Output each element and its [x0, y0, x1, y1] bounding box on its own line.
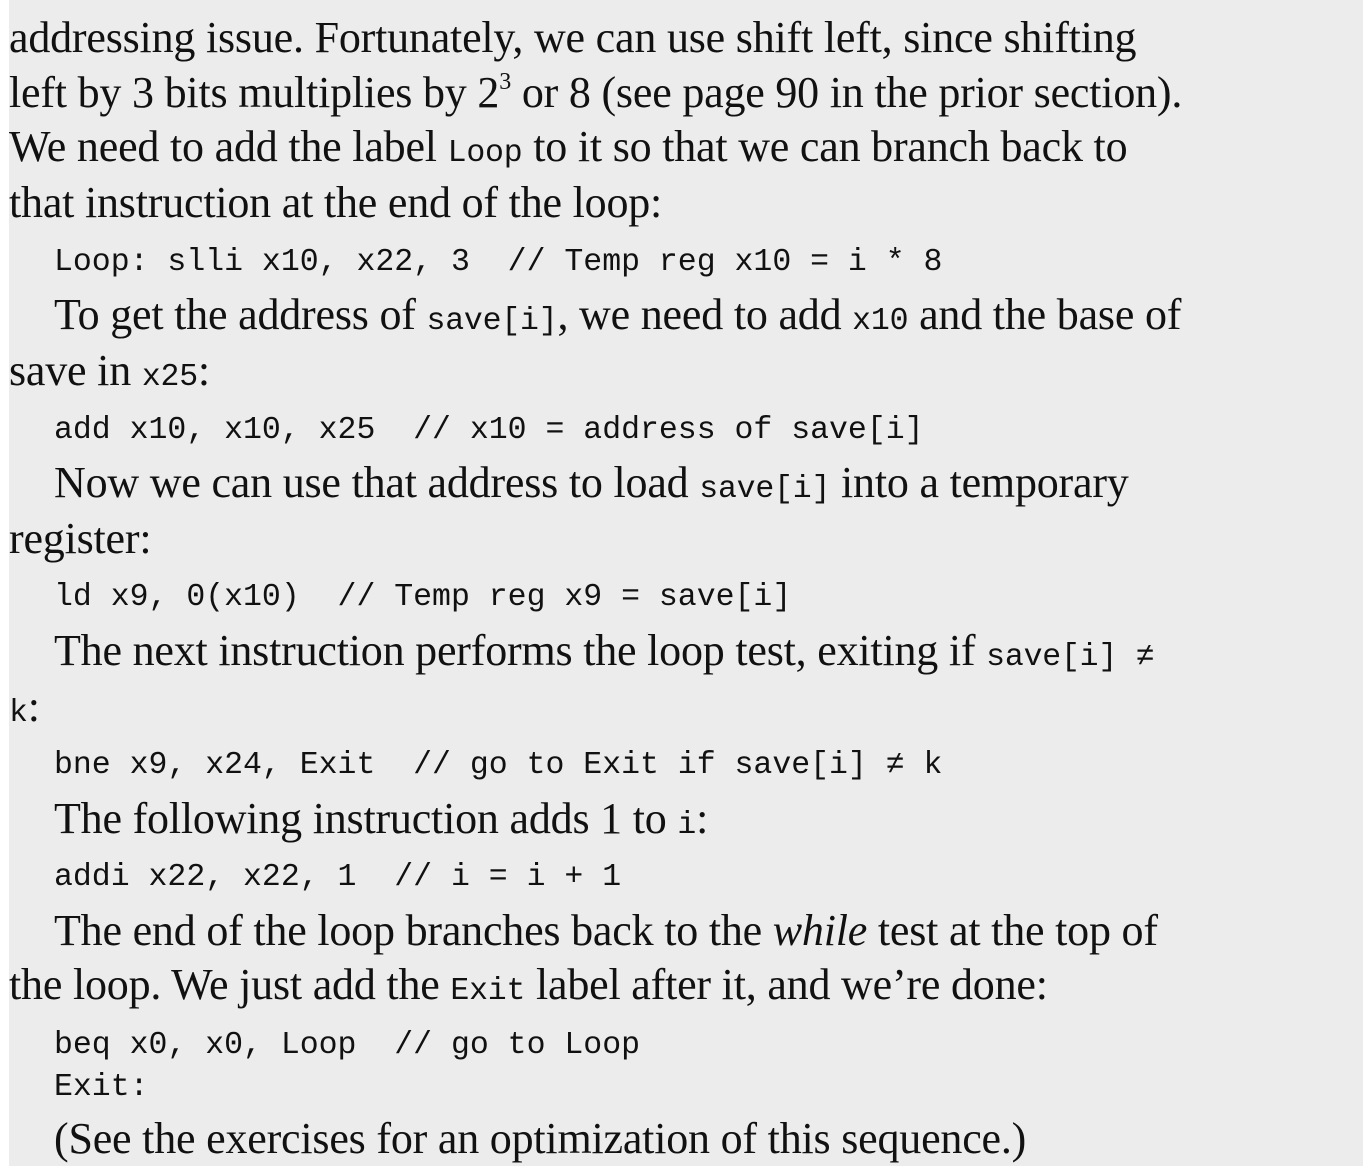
paragraph-line: To get the address of save[i], we need t…: [54, 290, 1181, 347]
text: save in: [9, 346, 142, 395]
text: left by 3 bits multiplies by 2: [9, 68, 500, 117]
inline-code: k: [9, 696, 28, 731]
text: :: [197, 346, 210, 395]
paragraph-line: k:: [9, 682, 40, 739]
text: test at the top of: [867, 906, 1158, 955]
text: that instruction at the end of the loop:: [9, 178, 663, 227]
text: into a temporary: [830, 458, 1129, 507]
superscript: 3: [499, 69, 512, 95]
paragraph-line: the loop. We just add the Exit label aft…: [9, 960, 1048, 1017]
text: To get the address of: [54, 290, 427, 339]
code-line: addi x22, x22, 1 // i = i + 1: [54, 860, 622, 895]
paragraph-line: addressing issue. Fortunately, we can us…: [9, 13, 1137, 63]
textbook-page: addressing issue. Fortunately, we can us…: [9, 0, 1363, 1166]
code-line: bne x9, x24, Exit // go to Exit if save[…: [54, 748, 943, 783]
inline-code: x25: [141, 360, 198, 395]
inline-code: x10: [852, 304, 909, 339]
paragraph-line: (See the exercises for an optimization o…: [54, 1114, 1026, 1164]
text: :: [27, 682, 40, 731]
inline-code: save[i] ≠: [986, 640, 1155, 675]
text: :: [696, 794, 709, 843]
inline-code: Loop: [447, 136, 523, 171]
text: or 8 (see page 90 in the prior section).: [511, 68, 1183, 117]
code-line: add x10, x10, x25 // x10 = address of sa…: [54, 413, 924, 448]
code-line: Exit:: [54, 1070, 149, 1105]
text: , we need to add: [557, 290, 853, 339]
paragraph-line: register:: [9, 514, 152, 564]
paragraph-line: save in x25:: [9, 346, 210, 403]
text: addressing issue. Fortunately, we can us…: [9, 13, 1137, 62]
text: The end of the loop branches back to the: [54, 906, 773, 955]
text: register:: [9, 514, 152, 563]
text: The next instruction performs the loop t…: [54, 626, 987, 675]
code-line: beq x0, x0, Loop // go to Loop: [54, 1028, 640, 1063]
paragraph-line: The end of the loop branches back to the…: [54, 906, 1158, 956]
paragraph-line: The following instruction adds 1 to i:: [54, 794, 708, 851]
text: to it so that we can branch back to: [522, 122, 1128, 171]
text: (See the exercises for an optimization o…: [54, 1114, 1027, 1163]
paragraph-line: Now we can use that address to load save…: [54, 458, 1129, 515]
code-line: Loop: slli x10, x22, 3 // Temp reg x10 =…: [54, 245, 943, 280]
inline-code: save[i]: [426, 304, 558, 339]
text: the loop. We just add the: [9, 960, 451, 1009]
emphasis: while: [772, 906, 868, 955]
inline-code: Exit: [450, 974, 526, 1009]
paragraph-line: The next instruction performs the loop t…: [54, 626, 1155, 683]
inline-code: i: [677, 808, 697, 843]
code-line: ld x9, 0(x10) // Temp reg x9 = save[i]: [54, 580, 792, 615]
inline-code: save[i]: [699, 472, 831, 507]
text: label after it, and we’re done:: [525, 960, 1048, 1009]
text: Now we can use that address to load: [54, 458, 700, 507]
paragraph-line: left by 3 bits multiplies by 23 or 8 (se…: [9, 68, 1182, 118]
paragraph-line: that instruction at the end of the loop:: [9, 178, 662, 228]
paragraph-line: We need to add the label Loop to it so t…: [9, 122, 1128, 179]
text: The following instruction adds 1 to: [54, 794, 678, 843]
text: and the base of: [908, 290, 1182, 339]
text: We need to add the label: [9, 122, 448, 171]
